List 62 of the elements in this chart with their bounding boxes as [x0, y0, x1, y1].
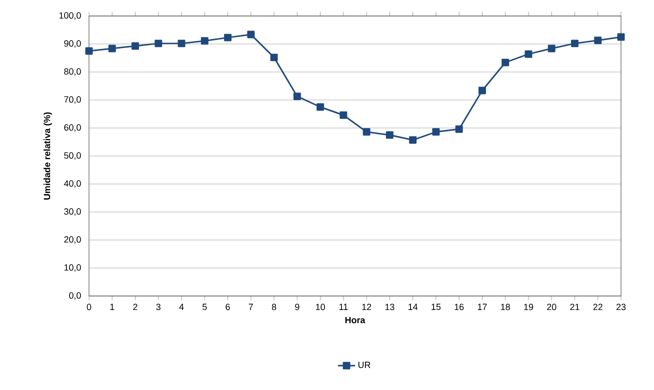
point [432, 128, 440, 136]
point [617, 33, 625, 41]
point [455, 125, 463, 133]
point [548, 44, 556, 52]
y-tick-label: 70,0 [64, 96, 81, 104]
x-tick-label: 6 [226, 304, 230, 310]
x-tick-label: 0 [86, 304, 92, 310]
x-tick-label: 19 [524, 304, 534, 310]
y-tick-label: 100,0 [59, 12, 81, 20]
x-tick-label: 15 [432, 304, 441, 310]
point [524, 50, 532, 58]
x-tick-label: 3 [156, 304, 160, 310]
point [386, 131, 394, 139]
x-tick-label: 7 [248, 304, 253, 310]
point [132, 42, 139, 50]
point [108, 44, 116, 52]
y-tick-label: 10,0 [64, 264, 81, 272]
x-tick-label: 9 [295, 304, 300, 310]
x-tick-label: 22 [593, 304, 602, 310]
x-tick-label: 11 [339, 304, 348, 310]
legend-label: UR [358, 362, 370, 368]
point [594, 36, 602, 44]
point [571, 40, 578, 48]
point [247, 30, 255, 38]
x-tick-label: 23 [616, 304, 626, 310]
x-tick-label: 4 [179, 304, 184, 310]
point [502, 58, 510, 66]
point [293, 92, 301, 100]
x-tick-label: 2 [133, 304, 138, 310]
x-tick-label: 17 [478, 304, 487, 310]
point [409, 136, 417, 144]
point [154, 40, 162, 48]
y-axis-title: Umidade relativa (%) [44, 112, 52, 200]
point [270, 54, 278, 62]
y-tick-label: 90,0 [64, 40, 81, 48]
point [316, 103, 324, 111]
point [362, 128, 370, 136]
y-tick-label: 20,0 [64, 236, 81, 244]
x-tick-label: 13 [385, 304, 394, 310]
x-tick-label: 8 [272, 304, 276, 310]
point [85, 47, 93, 55]
y-tick-label: 0,0 [69, 292, 81, 300]
x-axis-title: Hora [345, 316, 366, 324]
x-tick-label: 20 [547, 304, 556, 310]
x-tick-label: 5 [202, 304, 207, 310]
y-tick-label: 60,0 [64, 124, 81, 132]
y-tick-label: 80,0 [64, 68, 81, 76]
x-tick-label: 10 [316, 304, 325, 310]
x-tick-label: 1 [110, 304, 114, 310]
point [200, 37, 208, 45]
point [478, 86, 486, 94]
y-tick-label: 50,0 [64, 152, 81, 160]
point [224, 34, 232, 42]
x-tick-label: 18 [501, 304, 510, 310]
x-tick-label: 16 [454, 304, 464, 310]
x-tick-label: 14 [408, 304, 418, 310]
x-tick-label: 21 [570, 304, 580, 310]
y-tick-label: 40,0 [64, 180, 81, 188]
x-tick-label: 12 [362, 304, 372, 310]
y-tick-label: 30,0 [64, 208, 81, 216]
point [178, 40, 186, 48]
point [340, 111, 348, 119]
